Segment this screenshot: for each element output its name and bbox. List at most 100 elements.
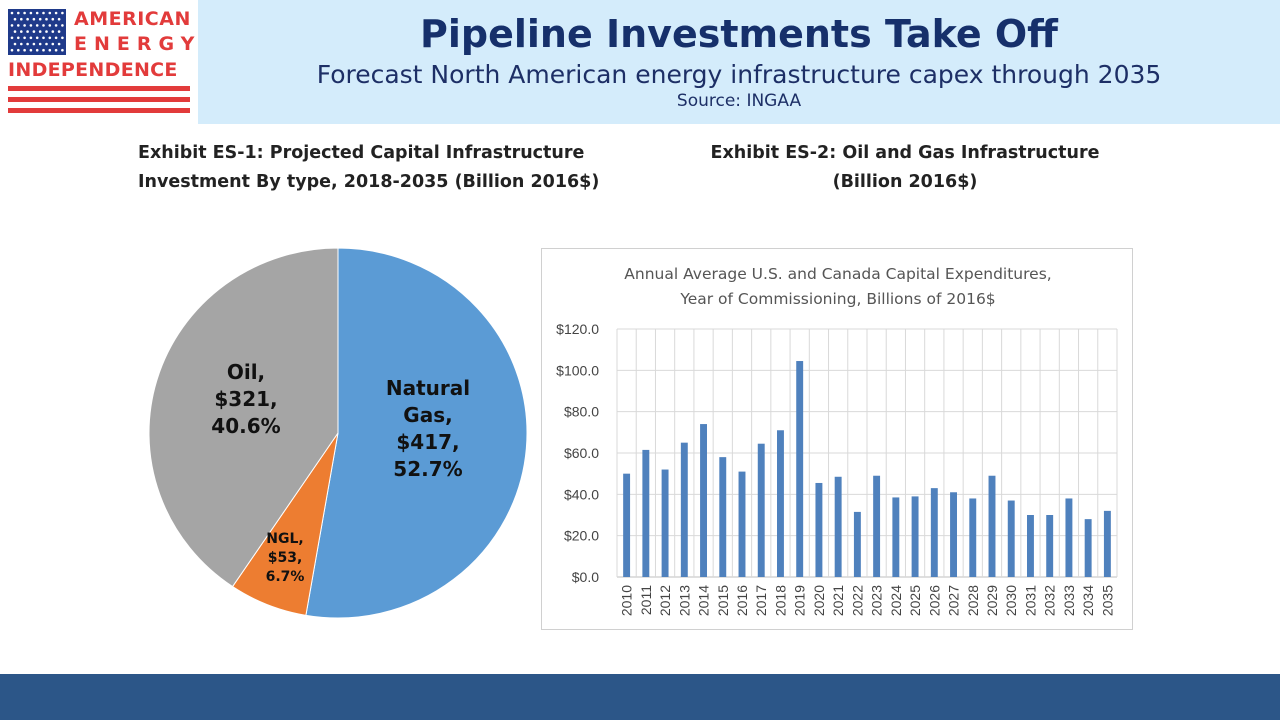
star-dot <box>17 48 20 52</box>
x-tick-label: 2034 <box>1080 585 1096 616</box>
star-dot <box>54 11 58 15</box>
bar-2028 <box>969 498 977 577</box>
x-tick-label: 2012 <box>657 585 673 616</box>
x-tick-label: 2019 <box>792 585 808 616</box>
star-dot <box>61 36 64 40</box>
exhibit-es1-line-2: Investment By type, 2018-2035 (Billion 2… <box>138 172 600 192</box>
pie-label-natural-gas: Natural <box>386 376 470 400</box>
star-dot <box>10 11 14 15</box>
y-tick-label: $120.0 <box>556 321 599 337</box>
x-tick-label: 2023 <box>869 585 885 616</box>
x-tick-label: 2022 <box>849 585 865 616</box>
pie-label-oil: $321, <box>214 387 277 411</box>
pie-label-oil: Oil, <box>227 360 265 384</box>
star-dot <box>20 17 23 21</box>
pie-slice-oil <box>148 247 339 588</box>
star-dot <box>45 17 48 21</box>
bar-2013 <box>680 442 688 577</box>
pie-label-ngl: $53, <box>268 550 303 566</box>
x-tick-label: 2030 <box>1003 585 1019 616</box>
bar-2010 <box>623 473 631 577</box>
x-tick-label: 2031 <box>1022 585 1038 616</box>
star-dot <box>54 24 58 27</box>
page-title: Pipeline Investments Take Off <box>420 12 1058 56</box>
star-dot <box>48 48 52 52</box>
x-tick-label: 2027 <box>946 585 962 616</box>
bar-2021 <box>834 476 842 577</box>
star-dot <box>45 30 48 33</box>
star-dot <box>38 17 42 21</box>
star-dot <box>17 36 20 40</box>
bar-2023 <box>873 475 881 577</box>
bar-2019 <box>796 361 804 577</box>
star-dot <box>42 36 45 40</box>
star-dot <box>35 24 39 27</box>
bar-2012 <box>661 469 669 577</box>
y-tick-label: $60.0 <box>564 445 599 461</box>
logo-line-2: ENERGY <box>74 33 202 55</box>
pie-label-natural-gas: 52.7% <box>393 457 462 481</box>
x-tick-label: 2018 <box>772 585 788 616</box>
star-dot <box>61 11 64 15</box>
star-dot <box>26 30 29 33</box>
header-banner: Pipeline Investments Take Off Forecast N… <box>198 0 1280 124</box>
star-dot <box>32 17 36 21</box>
bar-2030 <box>1007 500 1015 577</box>
x-tick-label: 2017 <box>753 585 769 616</box>
x-tick-label: 2029 <box>984 585 1000 616</box>
pie-label-natural-gas: Gas, <box>403 403 452 427</box>
star-dot <box>57 17 61 21</box>
pie-chart: Natural Gas, $417, 52.7% NGL, $53, 6.7% Oil, $32… <box>148 247 528 619</box>
star-dot <box>20 42 23 46</box>
source-note: Source: INGAA <box>676 91 802 111</box>
bar-2022 <box>853 511 861 577</box>
star-dot <box>48 24 52 27</box>
star-dot <box>23 48 26 52</box>
star-dot <box>23 11 26 15</box>
bar-2017 <box>757 443 765 577</box>
pie-label-ngl: 6.7% <box>266 569 305 585</box>
logo-stripe <box>8 108 190 113</box>
star-dot <box>23 24 26 27</box>
pie-slice-natural-gas <box>305 247 528 619</box>
star-dot <box>61 24 64 27</box>
star-dot <box>51 17 55 21</box>
star-dot <box>51 30 55 33</box>
star-dot <box>10 48 14 52</box>
star-dot <box>13 17 17 21</box>
bar-2020 <box>815 482 823 577</box>
exhibit-es1-title: Exhibit ES-1: Projected Capital Infrastr… <box>138 139 599 197</box>
star-dot <box>48 11 52 15</box>
bar-2011 <box>642 449 650 577</box>
y-tick-label: $0.0 <box>572 569 599 585</box>
star-dot <box>42 11 45 15</box>
star-dot <box>17 24 20 27</box>
stars-icon <box>10 11 64 52</box>
x-tick-label: 2020 <box>811 585 827 616</box>
star-dot <box>51 42 55 46</box>
exhibit-es2-line-1: Exhibit ES-2: Oil and Gas Infrastructure <box>710 143 1100 163</box>
bar-chart: Annual Average U.S. and Canada Capital E… <box>556 265 1118 616</box>
page-subtitle: Forecast North American energy infrastru… <box>316 60 1162 89</box>
star-dot <box>57 30 61 33</box>
pie-label-oil: 40.6% <box>211 414 280 438</box>
star-dot <box>10 36 14 40</box>
pie-label-natural-gas: $417, <box>396 430 459 454</box>
x-tick-label: 2015 <box>715 585 731 616</box>
x-tick-label: 2014 <box>696 585 712 616</box>
star-dot <box>57 42 61 46</box>
bar-2026 <box>930 488 938 577</box>
bar-chart-title-line-2: Year of Commissioning, Billions of 2016$ <box>679 290 995 308</box>
logo-line-3: INDEPENDENCE <box>8 59 178 81</box>
bar-2029 <box>988 475 996 577</box>
star-dot <box>20 30 23 33</box>
x-tick-label: 2033 <box>1061 585 1077 616</box>
logo-stripe <box>8 86 190 91</box>
star-dot <box>35 48 39 52</box>
x-tick-label: 2010 <box>619 585 635 616</box>
bar-2015 <box>719 457 727 577</box>
x-tick-label: 2021 <box>830 585 846 616</box>
logo-stripe <box>8 97 190 102</box>
bar-2018 <box>777 430 784 577</box>
x-tick-label: 2013 <box>676 585 692 616</box>
